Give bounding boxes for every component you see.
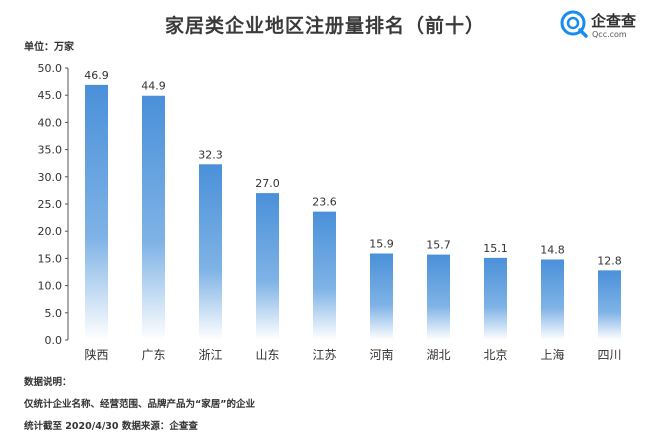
y-tick-label: 30.0 (38, 171, 63, 184)
x-tick-label: 北京 (483, 348, 507, 362)
logo-subtitle: Qcc.com (592, 30, 627, 39)
bar-陕西 (85, 84, 108, 340)
bar-江苏 (313, 211, 336, 340)
qcc-logo-icon (560, 10, 588, 38)
y-axis: 0.0 5.0 10.0 15.0 20.0 25.0 30.0 35.0 40.0 45.0 50… (38, 62, 69, 347)
x-tick-label: 陕西 (84, 347, 108, 362)
notes-line-1: 仅统计企业名称、经营范围、品牌产品为“家居”的企业 (24, 399, 255, 410)
logo: 企查查 Qcc.com (560, 8, 650, 42)
notes-heading: 数据说明： (24, 377, 72, 388)
y-tick-label: 45.0 (38, 89, 63, 102)
x-tick-label: 广东 (141, 348, 165, 362)
bar-河南 (370, 253, 393, 340)
bar-value-label: 15.1 (483, 242, 508, 255)
bar-value-label: 15.9 (369, 238, 394, 251)
x-tick-label: 河南 (369, 347, 393, 362)
bar-value-label: 14.8 (540, 243, 565, 256)
y-tick-label: 40.0 (38, 116, 63, 129)
x-tick-label: 四川 (597, 348, 621, 362)
y-tick-label: 25.0 (38, 198, 63, 211)
chart-title: 家居类企业地区注册量排名（前十） (164, 15, 485, 37)
notes-line-2: 统计截至 2020/4/30 数据来源：企查查 (24, 421, 198, 432)
bar-value-label: 12.8 (597, 254, 622, 267)
bar-value-label: 27.0 (255, 177, 280, 190)
y-tick-label: 0.0 (45, 334, 63, 347)
bar-湖北 (427, 254, 450, 340)
y-tick-label: 50.0 (38, 62, 63, 75)
x-tick-label: 山东 (255, 348, 279, 362)
bar-value-label: 23.6 (312, 196, 337, 209)
bars: 46.9 44.9 32.3 27.0 23.6 15.9 15.7 15.1 14.8 12.8 (84, 69, 622, 340)
bar-山东 (256, 193, 279, 340)
unit-label: 单位：万家 (24, 42, 74, 53)
bar-北京 (484, 257, 507, 340)
x-tick-label: 上海 (540, 347, 564, 362)
y-tick-label: 5.0 (45, 307, 63, 320)
x-tick-label: 湖北 (426, 347, 450, 362)
bar-value-label: 44.9 (141, 80, 166, 93)
bar-浙江 (199, 164, 222, 340)
y-tick-label: 10.0 (38, 280, 63, 293)
bar-value-label: 46.9 (84, 69, 109, 82)
bar-广东 (142, 95, 165, 340)
bar-四川 (598, 270, 621, 340)
x-tick-label: 浙江 (198, 348, 222, 362)
bar-value-label: 32.3 (198, 148, 223, 161)
y-tick-label: 35.0 (38, 144, 63, 157)
bar-上海 (541, 259, 564, 340)
x-axis-labels: 陕西 广东 浙江 山东 江苏 河南 湖北 北京 上海 四川 (84, 347, 621, 362)
x-tick-label: 江苏 (312, 348, 336, 362)
logo-name: 企查查 (591, 12, 637, 30)
bar-value-label: 15.7 (426, 239, 451, 252)
y-tick-label: 15.0 (38, 252, 63, 265)
y-tick-label: 20.0 (38, 225, 63, 238)
